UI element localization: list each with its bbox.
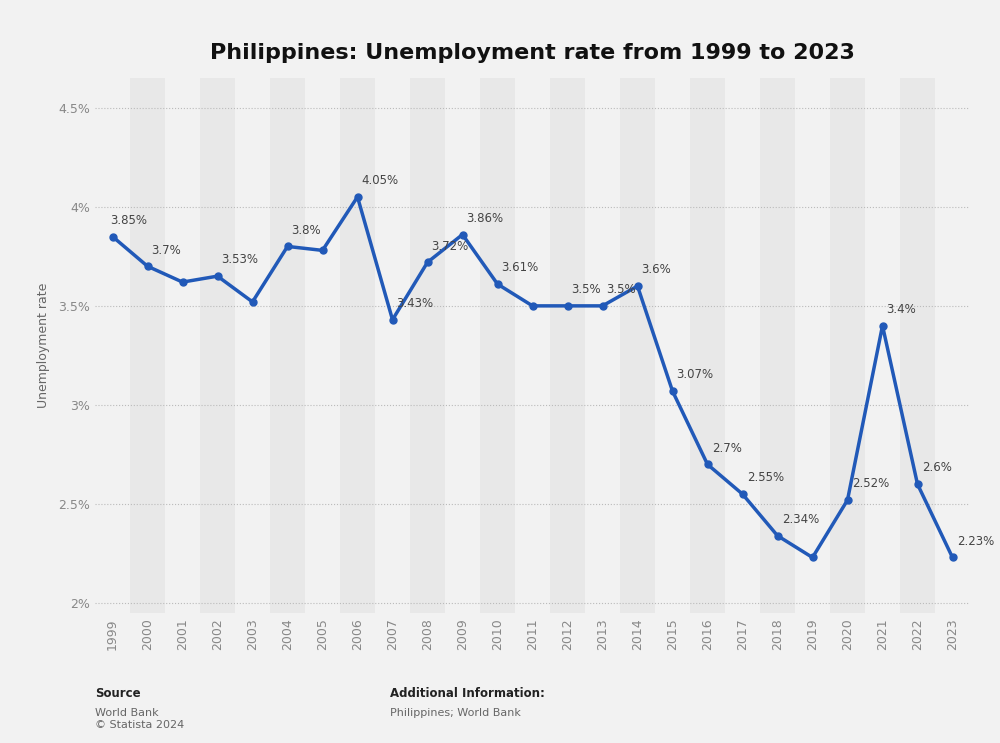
Bar: [200, 78, 235, 613]
Bar: [550, 78, 585, 613]
Bar: [515, 78, 550, 613]
Bar: [305, 78, 340, 613]
Bar: [865, 78, 900, 613]
Bar: [795, 78, 830, 613]
Text: 3.5%: 3.5%: [607, 283, 636, 296]
Bar: [270, 78, 305, 613]
Text: 3.53%: 3.53%: [222, 253, 259, 267]
Bar: [760, 78, 795, 613]
Text: Additional Information:: Additional Information:: [390, 687, 545, 700]
Bar: [410, 78, 445, 613]
Bar: [935, 78, 970, 613]
Bar: [655, 78, 690, 613]
Text: 2.6%: 2.6%: [922, 461, 952, 475]
Bar: [900, 78, 935, 613]
Text: 2.7%: 2.7%: [712, 441, 742, 455]
Text: 2.23%: 2.23%: [957, 535, 994, 548]
Text: 3.85%: 3.85%: [110, 214, 147, 227]
Bar: [690, 78, 725, 613]
Text: Source: Source: [95, 687, 141, 700]
Text: 3.72%: 3.72%: [432, 239, 469, 253]
Text: 3.5%: 3.5%: [572, 283, 601, 296]
Y-axis label: Unemployment rate: Unemployment rate: [37, 283, 50, 408]
Text: 3.61%: 3.61%: [502, 262, 539, 274]
Text: World Bank
© Statista 2024: World Bank © Statista 2024: [95, 708, 184, 730]
Text: 3.6%: 3.6%: [642, 263, 671, 276]
Text: 4.05%: 4.05%: [362, 174, 399, 187]
Text: Philippines; World Bank: Philippines; World Bank: [390, 708, 521, 718]
Bar: [375, 78, 410, 613]
Bar: [480, 78, 515, 613]
Bar: [165, 78, 200, 613]
Text: 2.55%: 2.55%: [747, 471, 784, 484]
Text: 3.8%: 3.8%: [292, 224, 321, 237]
Text: 3.7%: 3.7%: [152, 244, 181, 256]
Bar: [95, 78, 130, 613]
Text: 3.4%: 3.4%: [887, 303, 916, 316]
Bar: [445, 78, 480, 613]
Bar: [235, 78, 270, 613]
Bar: [585, 78, 620, 613]
Title: Philippines: Unemployment rate from 1999 to 2023: Philippines: Unemployment rate from 1999…: [210, 42, 855, 62]
Bar: [620, 78, 655, 613]
Bar: [130, 78, 165, 613]
Bar: [725, 78, 760, 613]
Bar: [340, 78, 375, 613]
Text: 3.07%: 3.07%: [677, 369, 714, 381]
Text: 2.52%: 2.52%: [852, 477, 889, 490]
Text: 3.43%: 3.43%: [397, 297, 434, 310]
Text: 2.34%: 2.34%: [782, 513, 819, 526]
Bar: [830, 78, 865, 613]
Text: 3.86%: 3.86%: [467, 212, 504, 225]
